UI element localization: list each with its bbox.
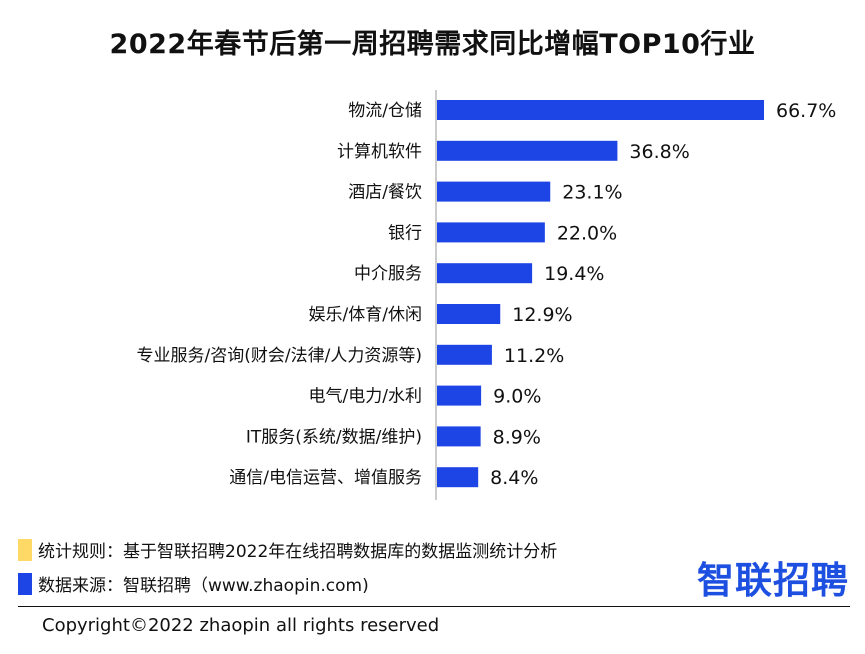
stat-rule-text: 统计规则：基于智联招聘2022年在线招聘数据库的数据监测统计分析 bbox=[38, 542, 558, 562]
data-label: 19.4% bbox=[544, 263, 604, 285]
bar bbox=[437, 385, 482, 406]
data-label: 12.9% bbox=[512, 304, 572, 326]
bar bbox=[437, 181, 551, 202]
category-label: 物流/仓储 bbox=[348, 101, 422, 121]
category-label: 专业服务/咨询(财会/法律/人力资源等) bbox=[137, 346, 422, 366]
bar bbox=[437, 222, 545, 243]
category-label: 电气/电力/水利 bbox=[309, 387, 422, 407]
source-swatch bbox=[18, 572, 32, 595]
category-label: 中介服务 bbox=[354, 264, 422, 284]
category-label: 娱乐/体育/休闲 bbox=[309, 305, 422, 325]
data-label: 23.1% bbox=[562, 182, 622, 204]
data-source-text: 数据来源：智联招聘（www.zhaopin.com) bbox=[38, 576, 369, 596]
rule-swatch bbox=[18, 538, 32, 561]
bar bbox=[437, 140, 618, 161]
zhaopin-logo: 智联招聘 bbox=[697, 559, 849, 602]
copyright-text: Copyright©2022 zhaopin all rights reserv… bbox=[42, 615, 440, 636]
bar bbox=[437, 304, 501, 324]
data-label: 8.9% bbox=[493, 426, 541, 448]
data-label: 22.0% bbox=[557, 222, 617, 244]
category-label: IT服务(系统/数据/维护) bbox=[246, 427, 422, 447]
category-label: 计算机软件 bbox=[337, 142, 422, 162]
data-label: 11.2% bbox=[504, 345, 564, 367]
stat-rule-note: 统计规则：基于智联招聘2022年在线招聘数据库的数据监测统计分析 bbox=[18, 537, 557, 562]
bar bbox=[437, 467, 479, 488]
bar-chart: 物流/仓储 66.7% 计算机软件 36.8% 酒店/餐饮 23.1% 银行 22.0% 中介服… bbox=[137, 90, 836, 500]
bar bbox=[437, 344, 492, 365]
data-source-note: 数据来源：智联招聘（www.zhaopin.com) bbox=[18, 571, 369, 596]
chart-title: 2022年春节后第一周招聘需求同比增幅TOP10行业 bbox=[109, 29, 756, 60]
data-label: 8.4% bbox=[490, 467, 538, 489]
category-label: 酒店/餐饮 bbox=[348, 183, 422, 203]
data-label: 9.0% bbox=[493, 386, 541, 408]
category-label: 银行 bbox=[388, 223, 422, 243]
data-label: 66.7% bbox=[776, 100, 836, 122]
bar bbox=[437, 100, 764, 120]
bar bbox=[437, 263, 533, 284]
data-label: 36.8% bbox=[629, 141, 689, 163]
bar bbox=[437, 426, 481, 447]
footer-divider bbox=[18, 606, 850, 607]
category-label: 通信/电信运营、增值服务 bbox=[229, 468, 422, 488]
